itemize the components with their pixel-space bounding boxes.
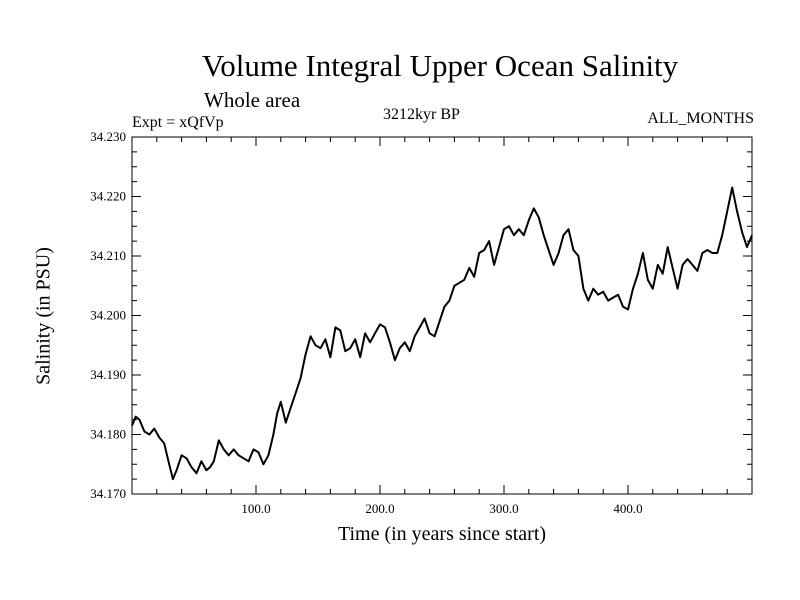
x-ticks	[131, 137, 753, 494]
y-tick-label: 34.190	[90, 367, 126, 382]
y-tick-label: 34.230	[90, 129, 126, 144]
x-tick-labels: 100.0 200.0 300.0 400.0	[241, 501, 642, 516]
y-tick-label: 34.210	[90, 248, 126, 263]
salinity-series-line	[131, 186, 753, 481]
y-tick-label: 34.200	[90, 308, 126, 323]
months-label: ALL_MONTHS	[647, 110, 754, 127]
chart-subtitle: Whole area	[204, 88, 301, 112]
y-axis-label: Salinity (in PSU)	[32, 247, 55, 385]
x-tick-label: 300.0	[489, 501, 518, 516]
y-tick-label: 34.180	[90, 427, 126, 442]
period-label: 3212kyr BP	[383, 106, 460, 123]
x-axis-label: Time (in years since start)	[337, 523, 547, 545]
y-tick-labels: 34.170 34.180 34.190 34.200 34.210 34.220 34.2…	[90, 129, 126, 501]
y-tick-label: 34.170	[90, 486, 126, 501]
plot-frame	[131, 136, 753, 495]
x-tick-label: 400.0	[613, 501, 642, 516]
experiment-label: Expt = xQfVp	[132, 114, 224, 131]
chart-title: Volume Integral Upper Ocean Salinity	[201, 48, 679, 83]
x-tick-label: 100.0	[241, 501, 270, 516]
x-tick-label: 200.0	[365, 501, 394, 516]
y-tick-label: 34.220	[90, 189, 126, 204]
